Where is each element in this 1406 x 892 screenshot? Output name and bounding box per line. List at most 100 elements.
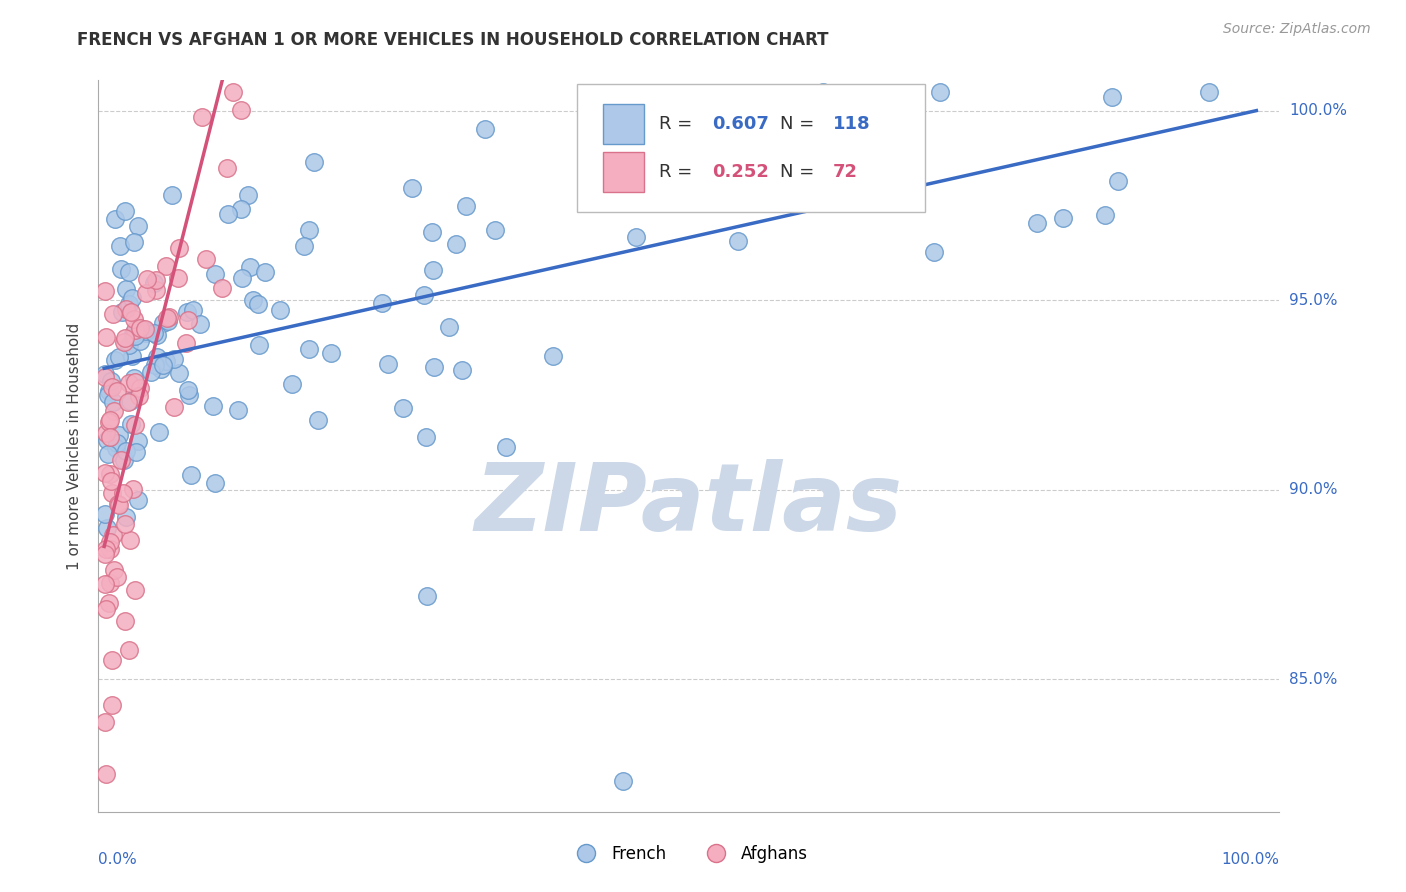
Point — [118, 338, 141, 352]
Point — [97, 447, 120, 461]
Point — [146, 350, 169, 364]
Point — [127, 219, 149, 234]
Point — [413, 288, 436, 302]
Text: 95.0%: 95.0% — [1289, 293, 1337, 308]
Point — [292, 238, 315, 252]
Point — [174, 335, 197, 350]
Point — [98, 467, 121, 482]
Point — [160, 187, 183, 202]
Point — [98, 413, 121, 427]
Point — [107, 350, 129, 364]
Point — [231, 271, 253, 285]
Point — [110, 453, 132, 467]
Point — [114, 282, 136, 296]
Point — [101, 698, 124, 713]
Text: R =: R = — [659, 162, 699, 181]
Point — [1052, 211, 1074, 226]
Point — [157, 313, 180, 327]
Point — [142, 326, 165, 341]
Point — [100, 486, 122, 500]
Point — [922, 244, 945, 259]
Point — [103, 528, 125, 542]
Point — [94, 367, 117, 381]
Text: 90.0%: 90.0% — [1289, 482, 1337, 497]
Point — [876, 172, 898, 186]
Point — [108, 238, 131, 252]
Point — [135, 326, 157, 341]
Point — [124, 323, 146, 337]
Point — [110, 305, 132, 319]
Point — [188, 317, 211, 331]
Point — [94, 329, 117, 343]
Point — [98, 535, 121, 549]
Point — [105, 435, 128, 450]
Point — [114, 516, 136, 531]
Point — [204, 476, 226, 491]
Point — [612, 774, 634, 789]
Point — [120, 417, 142, 432]
Point — [392, 401, 415, 415]
Text: 72: 72 — [832, 162, 858, 181]
Point — [236, 187, 259, 202]
Point — [484, 223, 506, 237]
Text: 100.0%: 100.0% — [1222, 852, 1279, 867]
Point — [94, 576, 117, 591]
Point — [148, 425, 170, 439]
Point — [377, 357, 399, 371]
Point — [202, 399, 225, 413]
Point — [247, 337, 270, 351]
Point — [1026, 216, 1049, 230]
Point — [181, 303, 204, 318]
Point — [105, 384, 128, 398]
Text: 85.0%: 85.0% — [1289, 672, 1337, 687]
Point — [370, 296, 392, 310]
Point — [114, 204, 136, 219]
Point — [474, 122, 496, 136]
Point — [179, 388, 201, 402]
Point — [125, 445, 148, 459]
Point — [94, 602, 117, 616]
Point — [127, 492, 149, 507]
Point — [129, 321, 152, 335]
Point — [450, 363, 472, 377]
Point — [124, 583, 146, 598]
Point — [194, 252, 217, 266]
Point — [101, 307, 124, 321]
Text: 0.252: 0.252 — [713, 162, 769, 181]
Point — [98, 430, 121, 444]
Point — [157, 310, 180, 324]
Point — [114, 614, 136, 628]
Point — [444, 236, 467, 251]
Text: 0.0%: 0.0% — [98, 852, 138, 867]
Point — [215, 161, 238, 175]
Point — [191, 111, 214, 125]
Point — [112, 486, 135, 500]
Point — [96, 434, 118, 448]
Legend: French, Afghans: French, Afghans — [562, 838, 815, 869]
Point — [422, 262, 444, 277]
Point — [177, 383, 200, 397]
Point — [103, 564, 125, 578]
Point — [321, 346, 343, 360]
Point — [229, 103, 252, 118]
Point — [401, 181, 423, 195]
Point — [96, 425, 118, 440]
Point — [226, 403, 249, 417]
Point — [94, 284, 117, 298]
Point — [204, 267, 226, 281]
Point — [101, 380, 124, 394]
Text: 118: 118 — [832, 115, 870, 133]
Point — [108, 427, 131, 442]
Text: 0.607: 0.607 — [713, 115, 769, 133]
Point — [929, 85, 952, 99]
Point — [112, 334, 135, 349]
Point — [124, 417, 146, 432]
Point — [110, 262, 132, 277]
Text: Source: ZipAtlas.com: Source: ZipAtlas.com — [1223, 22, 1371, 37]
Point — [98, 576, 121, 591]
Point — [1198, 85, 1220, 99]
Point — [247, 296, 270, 310]
Point — [94, 547, 117, 561]
Point — [211, 281, 233, 295]
Point — [121, 349, 143, 363]
